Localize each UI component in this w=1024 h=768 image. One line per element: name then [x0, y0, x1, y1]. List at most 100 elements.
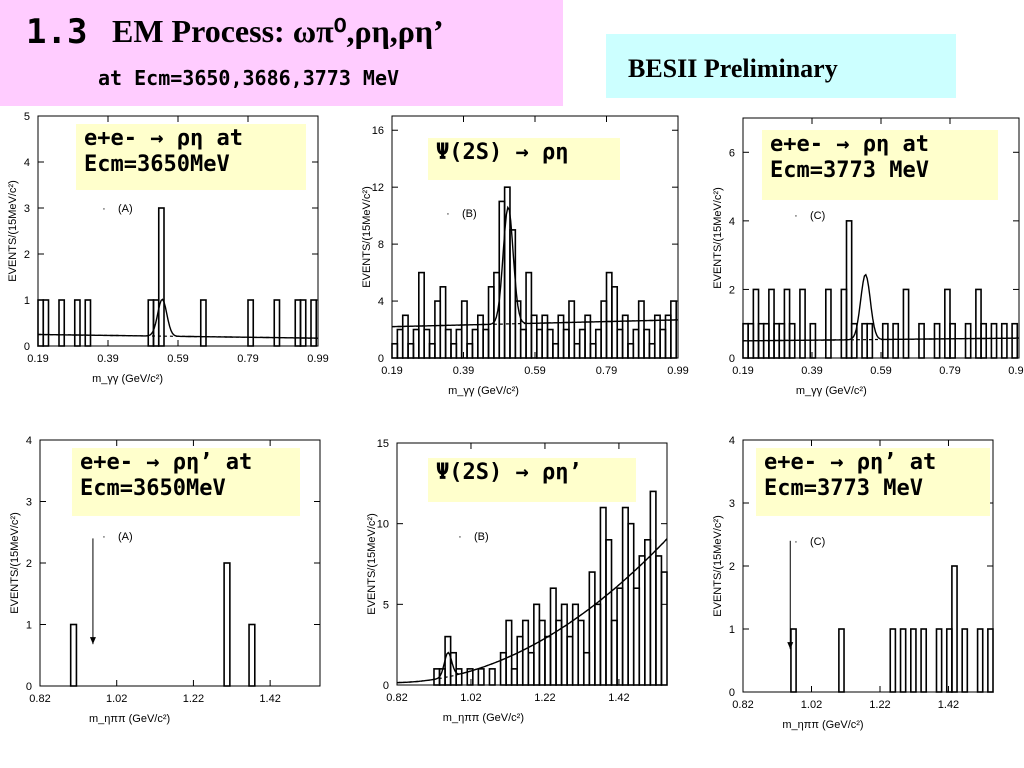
histogram-bin	[476, 314, 484, 359]
histogram-bin	[838, 628, 845, 693]
page-subtitle: at Ecm=3650,3686,3773 MeV	[98, 66, 400, 90]
histogram-bin	[439, 286, 447, 359]
histogram-bin	[627, 522, 635, 686]
y-tick-label: 2	[729, 561, 735, 573]
y-axis-label: EVENTS/(15MeV/c²)	[361, 186, 373, 287]
histogram-bin	[157, 207, 165, 347]
histogram-bin	[644, 538, 652, 686]
y-tick-label: 0	[24, 341, 30, 353]
histogram-bin	[935, 628, 943, 693]
title-box: 1.3 EM Process: ωπ⁰,ρη,ρη’ at Ecm=3650,3…	[0, 0, 563, 106]
x-tick-label: 1.02	[106, 693, 127, 705]
x-tick-label: 1.22	[534, 692, 555, 704]
histogram-bin	[881, 322, 889, 359]
panel-label: Ψ(2S) → ρη	[428, 138, 620, 180]
tag-dot: ·	[102, 203, 106, 215]
histogram-bin	[649, 490, 657, 686]
panel-label-line1: Ψ(2S) → ρη	[436, 140, 569, 165]
histogram-bin	[951, 565, 958, 693]
tag-dot: ·	[446, 208, 450, 220]
x-tick-label: 1.42	[938, 699, 959, 711]
histogram-bin	[444, 328, 452, 359]
histogram-bin	[428, 342, 436, 359]
histogram-bin	[664, 314, 672, 359]
histogram-bin	[990, 322, 998, 359]
histogram-bin	[980, 322, 988, 359]
histogram-bin	[521, 619, 530, 686]
x-tick-label: 0.79	[596, 365, 617, 377]
y-tick-label: 2	[26, 558, 32, 570]
histogram-bin	[482, 328, 490, 359]
y-tick-label: 0	[729, 353, 735, 365]
histogram-bin	[616, 587, 624, 686]
x-axis-label: m_ηππ (GeV/c²)	[89, 713, 170, 725]
x-axis-label: m_γγ (GeV/c²)	[448, 385, 519, 397]
y-axis-label: EVENTS/(15MeV/c²)	[7, 180, 19, 281]
x-tick-label: 0.82	[386, 692, 407, 704]
histogram-bin	[412, 328, 420, 359]
histogram-bin	[889, 628, 897, 693]
histogram-bin	[477, 668, 485, 686]
x-tick-label: 0.82	[29, 693, 50, 705]
histogram-bin	[648, 342, 656, 359]
x-tick-label: 1.22	[183, 693, 204, 705]
histogram-bin	[223, 562, 231, 687]
y-tick-label: 5	[24, 111, 30, 123]
y-axis-label: EVENTS/(15MeV/c²)	[712, 187, 724, 288]
histogram-bin	[976, 628, 984, 693]
x-tick-label: 1.42	[608, 692, 629, 704]
histogram-bin	[450, 342, 458, 359]
histogram-bin	[1011, 322, 1019, 359]
histogram-bin	[455, 328, 463, 359]
histogram-bin	[527, 651, 535, 686]
histogram-bin	[434, 300, 442, 359]
signal-fit-curve	[391, 205, 679, 328]
histogram-bin	[600, 300, 608, 359]
panel-tag: (B)	[462, 208, 477, 220]
histogram-bin	[605, 538, 613, 686]
histogram-bin	[670, 300, 678, 359]
y-tick-label: 0	[378, 353, 384, 365]
histogram-bin	[605, 271, 613, 359]
histogram-bin	[582, 651, 591, 686]
panel-tag: (A)	[118, 531, 133, 543]
panel-label: e+e- → ρη’ at Ecm=3650MeV	[72, 448, 300, 516]
histogram-bin	[638, 555, 646, 686]
arrow-head	[787, 642, 794, 650]
histogram-bin	[248, 623, 256, 687]
histogram-bin	[247, 299, 255, 347]
histogram-bin	[401, 314, 409, 359]
signal-fit-curve	[742, 273, 1019, 342]
panel-label-line1: e+e- → ρη’ at	[80, 450, 253, 475]
histogram-bin	[460, 300, 468, 359]
histogram-bin	[899, 628, 907, 693]
y-tick-label: 0	[729, 687, 735, 699]
panel-label-line2: Ecm=3773 MeV	[764, 476, 923, 501]
histogram-bin	[660, 571, 668, 686]
histogram-bin	[610, 619, 618, 686]
histogram-bin	[73, 299, 81, 347]
x-tick-label: 1.02	[801, 699, 822, 711]
panel-label: Ψ(2S) → ρη’	[428, 458, 636, 502]
histogram-bin	[627, 342, 635, 359]
y-tick-label: 12	[372, 182, 384, 194]
histogram-bin	[560, 603, 568, 686]
histogram-bin	[516, 635, 524, 686]
histogram-bin	[499, 651, 507, 686]
x-axis-label: m_ηππ (GeV/c²)	[782, 719, 863, 731]
panel-label-line2: Ecm=3773 MeV	[770, 158, 929, 183]
histogram-bin	[643, 328, 651, 359]
panel-tag: (C)	[810, 536, 825, 548]
x-tick-label: 0.39	[453, 365, 474, 377]
panel-label: e+e- → ρη at Ecm=3773 MeV	[762, 130, 998, 200]
preliminary-text: BESII Preliminary	[628, 54, 838, 83]
y-tick-label: 6	[729, 147, 735, 159]
tag-dot: ·	[102, 531, 106, 543]
y-tick-label: 4	[26, 435, 32, 447]
histogram-bin	[1000, 322, 1008, 359]
y-tick-label: 4	[378, 296, 384, 308]
y-tick-label: 8	[378, 239, 384, 251]
histogram-bin	[541, 314, 549, 359]
page-title: EM Process: ωπ⁰,ρη,ρη’	[112, 13, 444, 49]
